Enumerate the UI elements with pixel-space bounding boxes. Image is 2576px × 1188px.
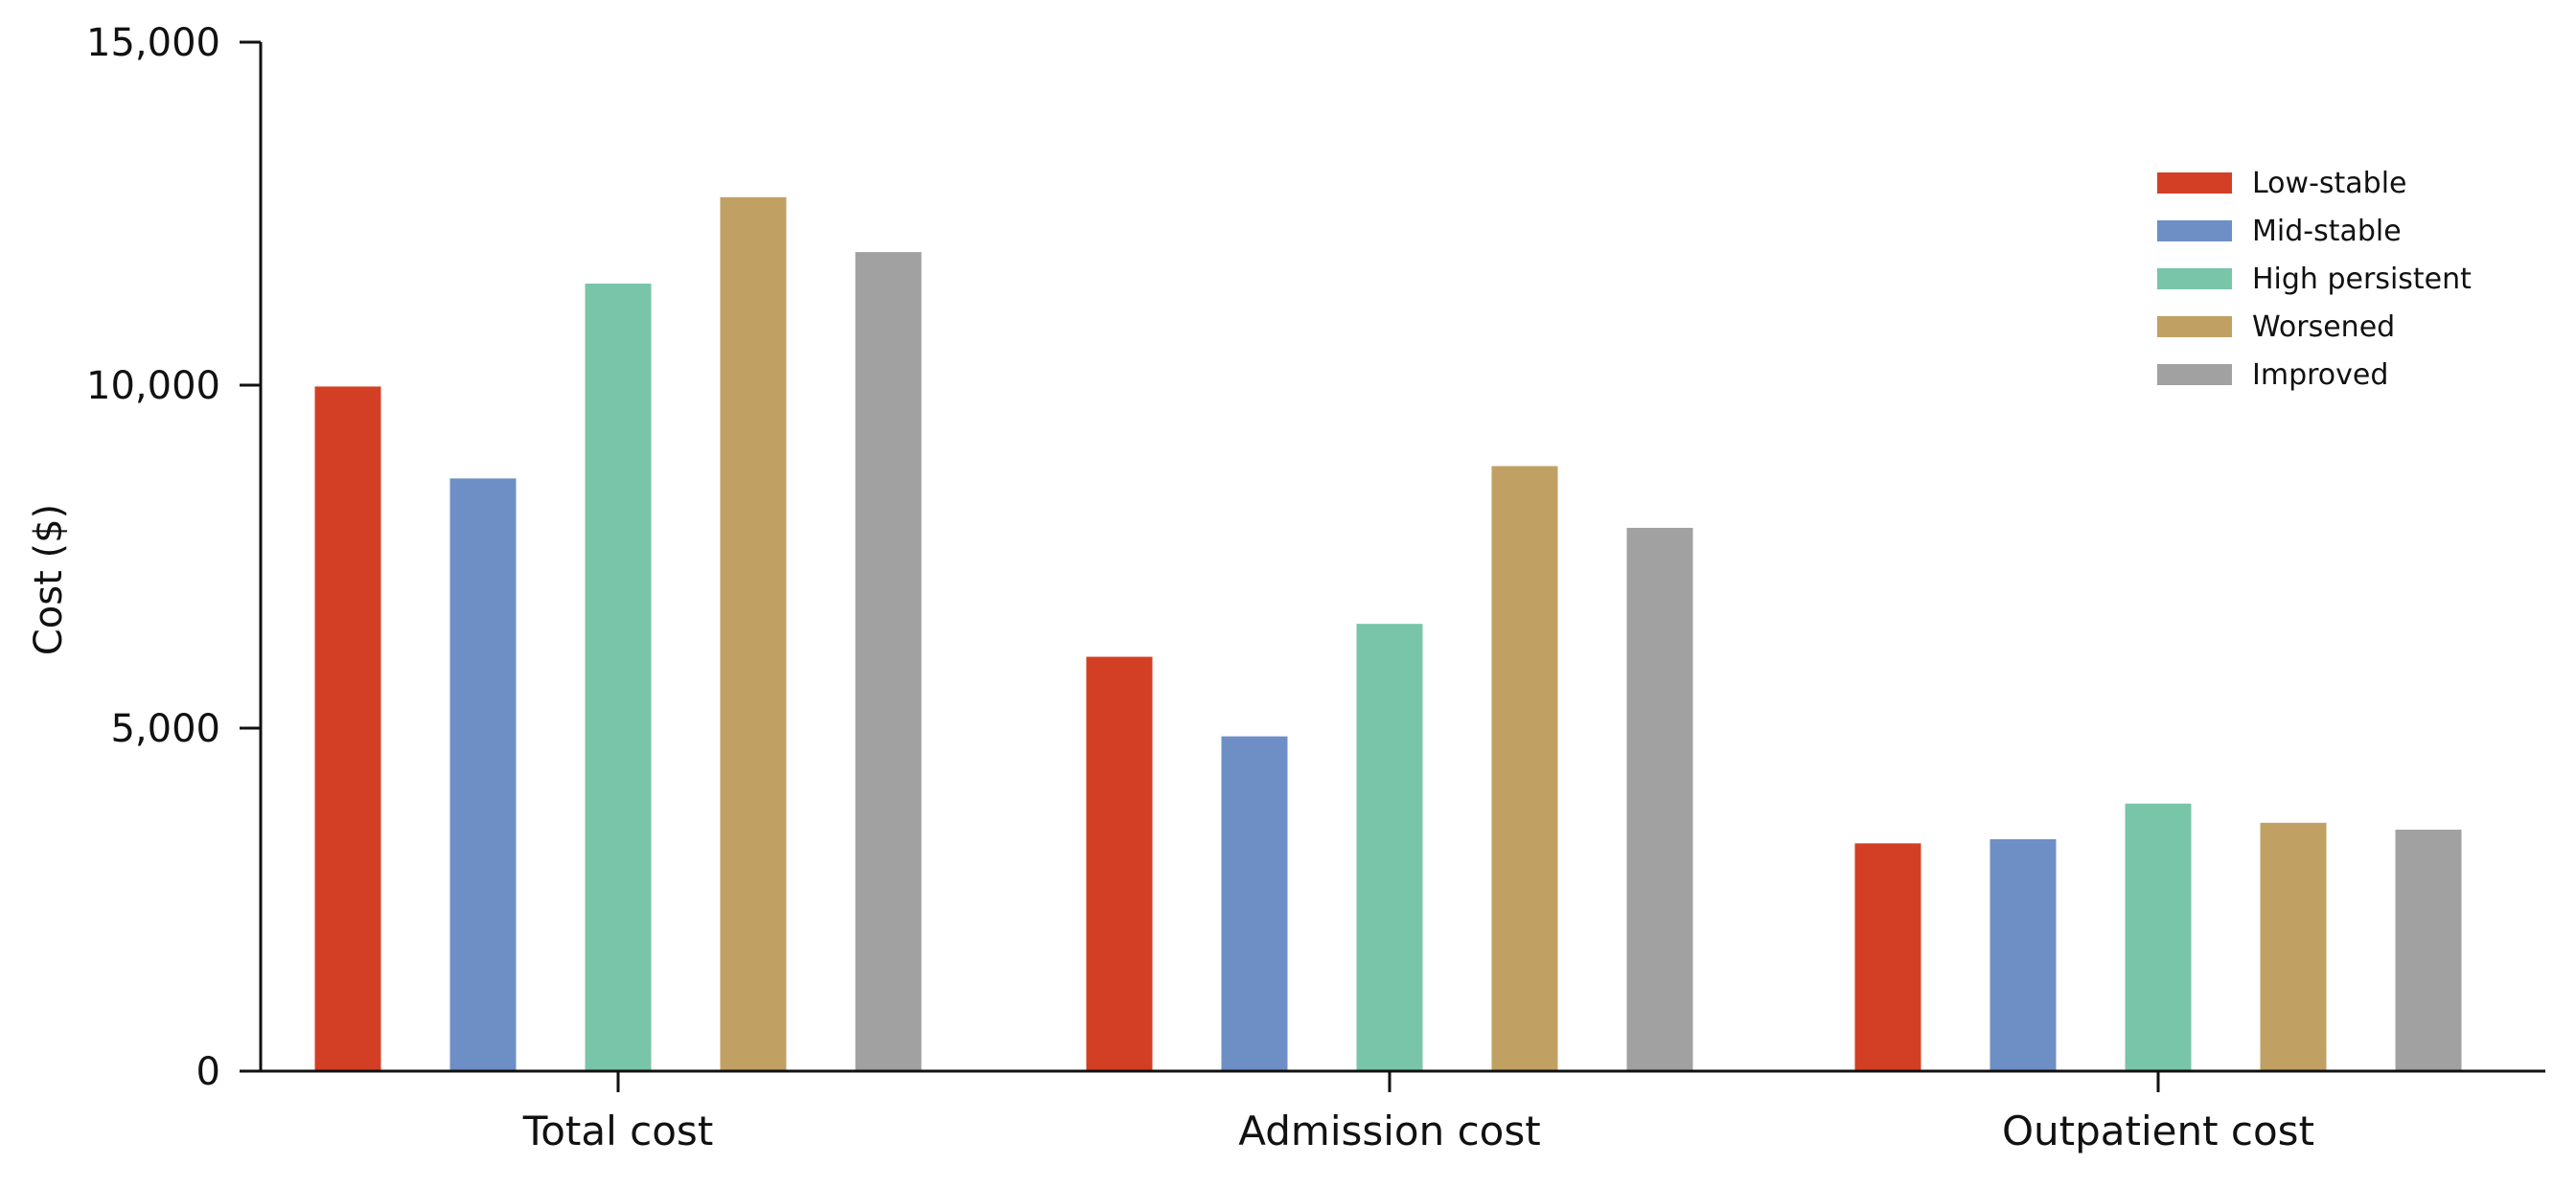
bar	[1854, 843, 1921, 1071]
x-tick-label: Outpatient cost	[2002, 1108, 2314, 1154]
legend-swatch	[2157, 220, 2232, 241]
legend-swatch	[2157, 364, 2232, 385]
bar	[314, 386, 381, 1071]
bar	[585, 284, 652, 1072]
bar	[1626, 527, 1693, 1071]
legend-label: High persistent	[2252, 263, 2472, 296]
bar	[2395, 829, 2462, 1071]
x-tick-label: Admission cost	[1238, 1108, 1540, 1154]
axes-layer	[259, 42, 2545, 1073]
legend-swatch	[2157, 316, 2232, 337]
y-tick-label: 15,000	[86, 21, 220, 65]
y-ticks: 0 5,000 10,000 15,000	[86, 21, 261, 1094]
y-tick-label: 5,000	[110, 707, 220, 751]
bar	[2260, 822, 2327, 1071]
x-tick-label: Total cost	[522, 1108, 714, 1154]
legend-label: Low-stable	[2252, 167, 2407, 200]
y-tick-label: 10,000	[86, 364, 220, 408]
y-axis-label: Cost ($)	[27, 504, 71, 655]
bar	[449, 478, 517, 1072]
bar	[1990, 838, 2057, 1071]
bars-layer	[314, 196, 2462, 1072]
legend-swatch	[2157, 268, 2232, 289]
legend-swatch	[2157, 172, 2232, 194]
legend: Low-stable Mid-stable High persistent Worse…	[2157, 167, 2472, 392]
legend-label: Worsened	[2252, 310, 2395, 344]
legend-label: Mid-stable	[2252, 215, 2402, 248]
bar	[720, 196, 787, 1072]
bar	[1221, 736, 1288, 1071]
x-ticks: Total cost Admission cost Outpatient cost	[522, 1071, 2314, 1154]
bar	[1356, 624, 1423, 1071]
bar	[855, 252, 922, 1071]
bar	[2125, 803, 2192, 1071]
bar	[1086, 656, 1153, 1071]
legend-label: Improved	[2252, 358, 2388, 392]
y-tick-label: 0	[196, 1050, 220, 1094]
bar	[1491, 466, 1558, 1071]
